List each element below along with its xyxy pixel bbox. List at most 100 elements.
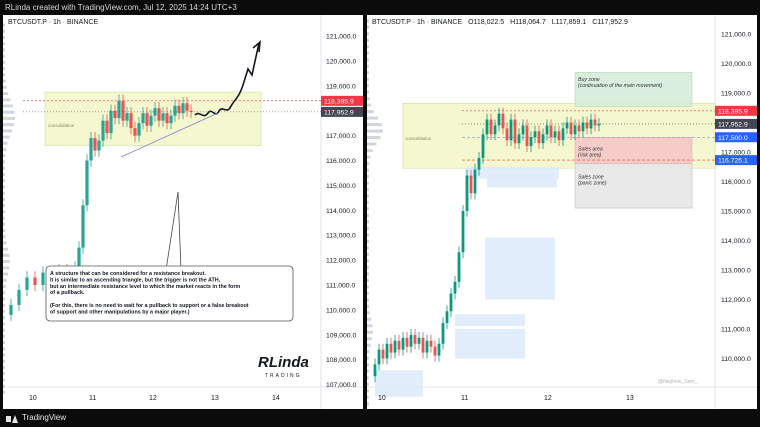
- candle-body: [185, 103, 189, 111]
- volume-profile-bar: [367, 311, 370, 315]
- x-tick-label: 12: [544, 395, 552, 402]
- consolidation-zone: [44, 91, 262, 146]
- volume-profile-bar: [367, 382, 369, 386]
- volume-profile-bar: [3, 116, 15, 120]
- y-tick-label: 113,000.0: [721, 268, 751, 275]
- candle-body: [581, 122, 585, 132]
- annotation-text-line: A structure that can be considered for a…: [50, 271, 206, 277]
- candle-body: [161, 113, 165, 121]
- volume-profile-bar: [367, 25, 369, 29]
- volume-profile-bar: [367, 38, 369, 42]
- volume-profile-bar: [3, 260, 10, 264]
- ohlc-high: H118,064.7: [510, 19, 546, 26]
- y-tick-label: 108,000.0: [326, 357, 356, 364]
- candle-body: [445, 311, 449, 324]
- y-tick-label: 121,000.0: [721, 32, 751, 39]
- projection-arrowhead: [252, 40, 261, 53]
- volume-profile-bar: [367, 149, 373, 153]
- left-chart-panel[interactable]: BTCUSDT.P · 1h · BINANCE consolidation A …: [3, 15, 363, 409]
- sales-risk-zone: [574, 137, 693, 165]
- candle-body: [505, 128, 509, 141]
- volume-profile-bar: [3, 85, 7, 89]
- price-label-last: [715, 118, 757, 129]
- annotation-text-line: of support and other manipulations by a …: [50, 309, 190, 315]
- imbalance-box: [375, 370, 423, 397]
- annotation-box: [45, 265, 294, 322]
- candle-body: [393, 340, 397, 353]
- volume-profile-bar: [367, 129, 383, 133]
- candle-body: [109, 110, 113, 134]
- x-tick-label: 11: [461, 395, 468, 402]
- candle-body: [597, 123, 601, 126]
- annotation-text-line: (For this, there is no need to wait for …: [50, 303, 249, 309]
- candle-body: [569, 122, 573, 135]
- volume-profile-bar: [367, 207, 369, 211]
- y-tick-label: 112,000.0: [721, 297, 751, 304]
- candle-body: [117, 100, 121, 119]
- author-caption: RLinda created with TradingView.com, Jul…: [5, 3, 237, 12]
- candle-body: [85, 160, 89, 206]
- candle-body: [549, 125, 553, 138]
- candle-body: [453, 281, 457, 294]
- candle-body: [485, 119, 489, 135]
- volume-profile-bar: [3, 303, 6, 307]
- volume-profile-bar: [367, 220, 369, 224]
- volume-profile-bar: [3, 141, 8, 145]
- volume-profile-bar: [3, 347, 5, 351]
- candle-body: [545, 125, 549, 135]
- ohlc-low: L117,859.1: [551, 19, 587, 26]
- y-tick-label: 115,000.0: [326, 183, 356, 190]
- candle-body: [433, 346, 437, 356]
- candle-body: [405, 337, 409, 347]
- candle-body: [537, 131, 541, 144]
- candle-body: [33, 277, 37, 285]
- annotation-text-line: but an intermediate resistance level to …: [50, 284, 240, 290]
- candle-body: [473, 169, 477, 194]
- price-label-text-last: 117,952.9: [324, 109, 354, 116]
- price-label-high: [715, 105, 757, 116]
- left-symbol-label: BTCUSDT.P · 1h · BINANCE: [8, 19, 99, 26]
- panic-zone-subtitle: (panic zone): [578, 180, 607, 186]
- y-tick-label: 111,000.0: [721, 327, 750, 334]
- x-tick-label: 11: [89, 395, 96, 402]
- volume-profile-bar: [367, 389, 369, 393]
- volume-profile-bar: [367, 285, 370, 289]
- right-chart[interactable]: consolidation Buy zone(continuation of th…: [367, 15, 757, 409]
- candle-body: [41, 272, 45, 285]
- y-tick-label: 117,000.0: [721, 150, 751, 157]
- volume-profile-bar: [3, 154, 6, 158]
- candle-body: [173, 105, 177, 116]
- volume-profile-bar: [3, 54, 6, 58]
- volume-profile-bar: [367, 181, 370, 185]
- volume-profile-bar: [367, 291, 370, 295]
- volume-profile-bar: [3, 272, 9, 276]
- volume-profile-bar: [367, 58, 369, 62]
- top-bar: RLinda created with TradingView.com, Jul…: [0, 0, 760, 15]
- volume-profile-bar: [3, 79, 6, 83]
- volume-profile-bar: [3, 172, 6, 176]
- candle-body: [501, 113, 505, 129]
- bottom-bar: TradingView: [0, 409, 760, 427]
- y-tick-label: 107,000.0: [326, 382, 356, 389]
- candle-body: [81, 205, 85, 248]
- volume-profile-bar: [367, 103, 371, 107]
- candle-body: [77, 247, 81, 268]
- right-chart-panel[interactable]: BTCUSDT.P · 1h · BINANCE O118,022.5 H118…: [367, 15, 757, 409]
- y-tick-label: 110,000.0: [721, 356, 751, 363]
- volume-profile-bar: [3, 216, 6, 220]
- candle-body: [565, 122, 569, 129]
- volume-profile-bar: [367, 162, 370, 166]
- price-label-level: [715, 132, 757, 143]
- price-label-text-high: 118,395.9: [718, 108, 748, 115]
- volume-profile-bar: [3, 316, 6, 320]
- x-tick-label: 10: [29, 395, 37, 402]
- volume-profile-bar: [367, 97, 370, 101]
- volume-profile-bar: [3, 309, 6, 313]
- candle-body: [533, 131, 537, 138]
- candle-body: [25, 277, 29, 290]
- volume-profile-bar: [367, 123, 382, 127]
- rlinda-logo-sub: TRADING: [265, 373, 302, 379]
- volume-profile-bar: [3, 191, 6, 195]
- volume-profile-bar: [3, 228, 6, 232]
- left-chart[interactable]: consolidation A structure that can be con…: [3, 15, 363, 409]
